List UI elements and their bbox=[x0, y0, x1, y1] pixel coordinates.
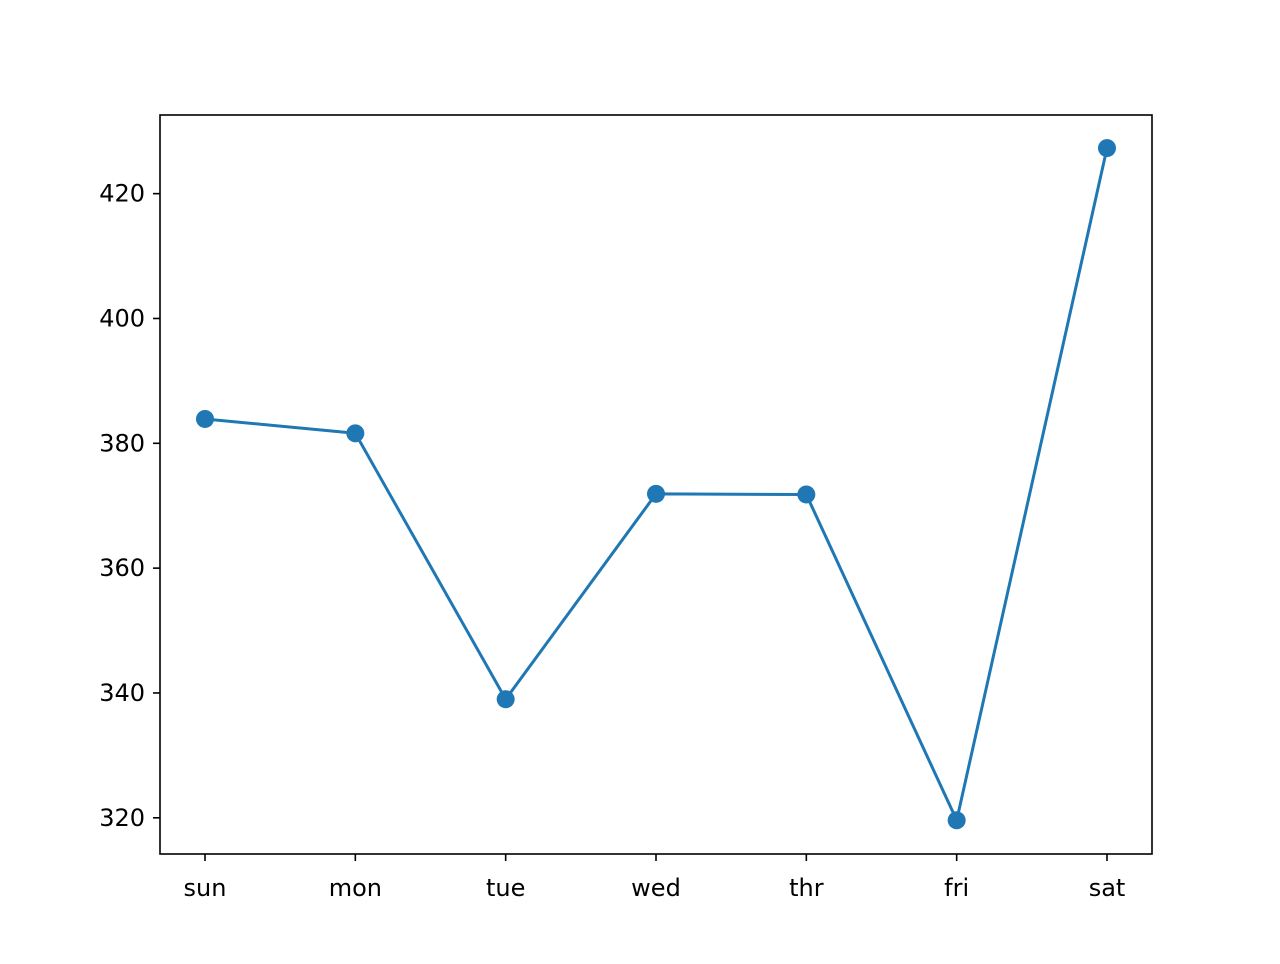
data-point-thr bbox=[797, 485, 816, 504]
data-point-sun bbox=[196, 409, 214, 428]
y-tick-label: 340 bbox=[99, 679, 145, 707]
y-axis: 320 340 360 380 400 420 bbox=[99, 180, 160, 832]
x-tick-label: mon bbox=[329, 874, 382, 902]
data-point-sat bbox=[1098, 139, 1116, 158]
data-point-fri bbox=[947, 811, 966, 830]
y-tick-label: 420 bbox=[99, 180, 145, 208]
x-tick-label: sun bbox=[184, 874, 227, 902]
x-tick-label: tue bbox=[486, 874, 525, 902]
y-tick-label: 360 bbox=[99, 554, 145, 582]
x-tick-label: fri bbox=[944, 874, 969, 902]
x-tick-label: sat bbox=[1089, 874, 1126, 902]
x-tick-label: wed bbox=[631, 874, 681, 902]
x-axis: sun mon tue wed thr fri sat bbox=[184, 854, 1126, 902]
y-tick-label: 380 bbox=[99, 429, 145, 457]
x-tick-label: thr bbox=[789, 874, 824, 902]
plot-frame bbox=[159, 114, 1153, 855]
y-tick-label: 320 bbox=[99, 804, 145, 832]
series-layer bbox=[196, 139, 1116, 830]
data-point-wed bbox=[647, 484, 665, 503]
y-tick-label: 400 bbox=[99, 304, 145, 332]
data-point-mon bbox=[346, 424, 365, 443]
data-point-tue bbox=[496, 690, 515, 709]
